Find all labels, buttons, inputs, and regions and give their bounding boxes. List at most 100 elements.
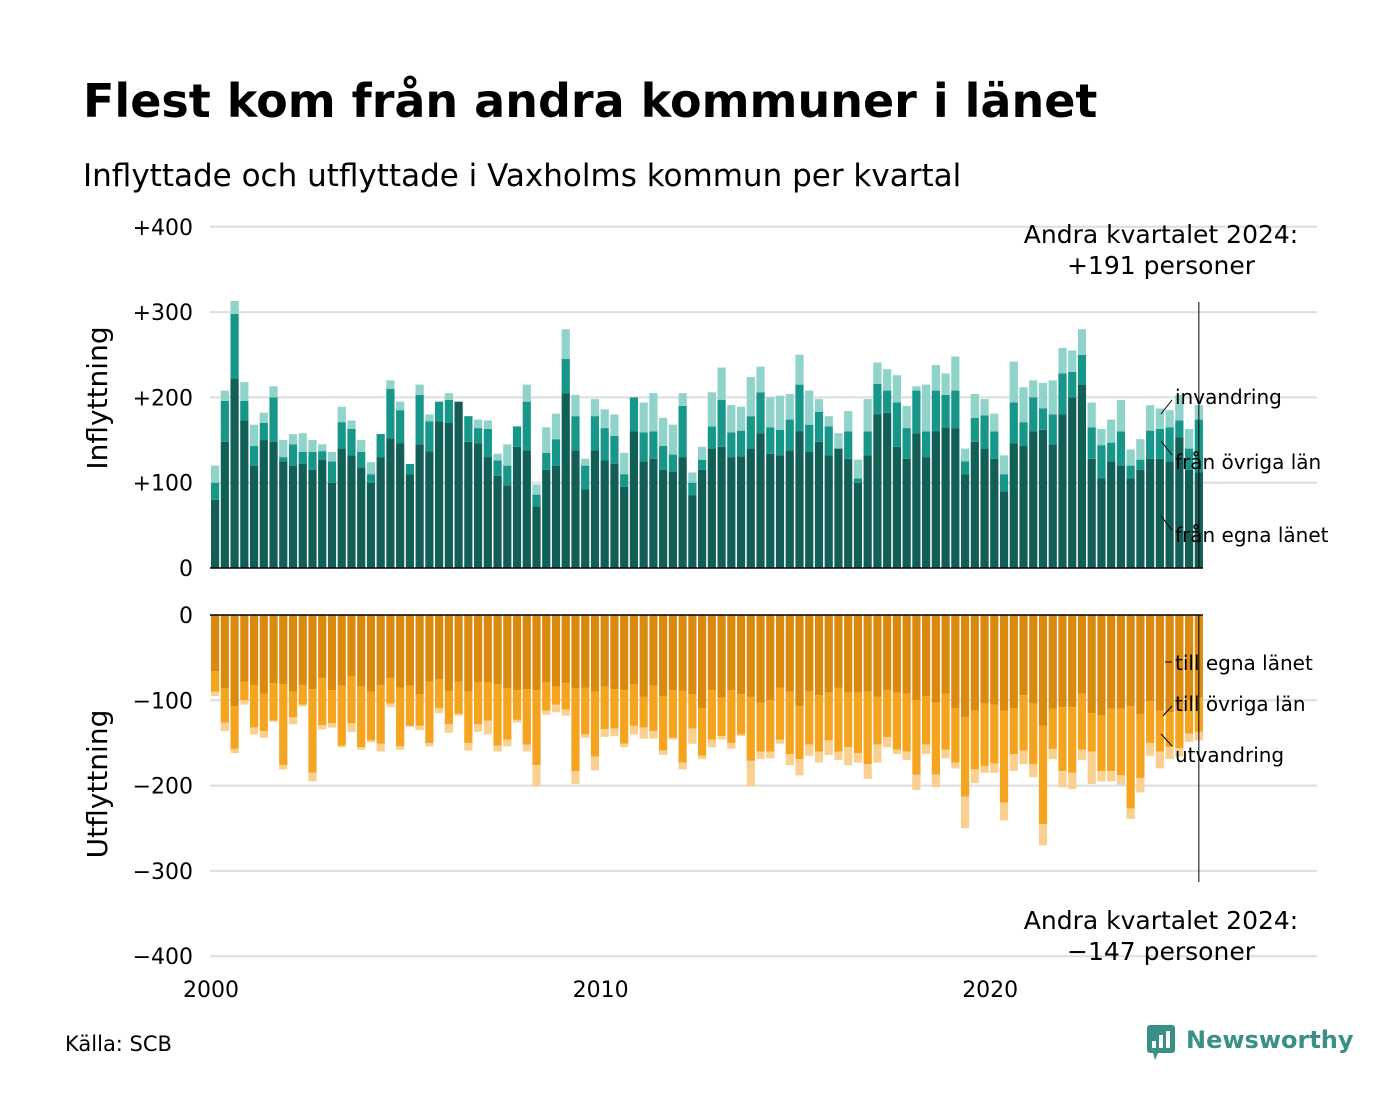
top-bar-own-county [435,421,444,568]
top-bar-other-counties [775,429,785,456]
top-bar-own-county [717,446,726,568]
top-bar-migration-abroad [1155,408,1164,429]
bottom-bar-migration-abroad [464,742,473,751]
top-bar-migration-abroad [863,399,872,432]
top-bar-migration-abroad [698,446,707,460]
segment-label-till-ovriga-lan: till övriga län [1175,692,1306,716]
top-bar-own-county [727,457,736,568]
top-bar-migration-abroad [220,390,229,401]
bottom-bar-other-counties [298,684,307,705]
top-bar-migration-abroad [1107,419,1116,443]
bottom-bar-own-county [1058,615,1067,708]
top-bar-other-counties [1126,465,1135,479]
top-bar-own-county [805,451,814,568]
bottom-bar-migration-abroad [288,717,298,725]
top-bar-migration-abroad [990,413,999,432]
top-bar-own-county [795,431,804,568]
top-bar-own-county [230,378,239,568]
top-bar-migration-abroad [756,366,765,393]
top-bar-own-county [980,448,989,568]
newsworthy-logo: Newsworthy [1147,1025,1354,1060]
bottom-bar-own-county [357,615,366,687]
x-tick-label: 2010 [573,978,629,1003]
top-bar-own-county [347,455,356,568]
bottom-bar-other-counties [249,684,259,728]
top-bar-other-counties [600,428,609,461]
bottom-bar-own-county [318,615,327,679]
top-bar-migration-abroad [902,405,911,429]
top-bar-own-county [756,433,765,568]
bottom-bar-own-county [1146,615,1155,702]
bottom-bar-migration-abroad [1175,748,1184,757]
top-bar-migration-abroad [396,401,405,411]
bottom-bar-migration-abroad [980,765,989,773]
bottom-bar-own-county [581,615,590,688]
bottom-bar-migration-abroad [698,755,707,760]
leader-utvandring [1160,733,1173,747]
bottom-bar-migration-abroad [279,765,288,770]
bottom-bar-migration-abroad [931,774,940,788]
bottom-bar-migration-abroad [756,751,765,760]
bottom-bar-migration-abroad [551,704,561,713]
top-bar-migration-abroad [1185,428,1194,449]
bottom-bar-own-county [707,615,716,691]
top-bar-migration-abroad [980,399,989,416]
bottom-bar-own-county [931,615,940,703]
top-bar-own-county [386,438,395,568]
bottom-bar-migration-abroad [814,751,824,763]
bottom-bar-migration-abroad [795,759,804,776]
bottom-bar-own-county [1107,615,1116,709]
bottom-bar-own-county [698,615,707,708]
top-bar-own-county [571,450,580,568]
bottom-bar-other-counties [951,707,960,763]
bottom-bar-other-counties [1009,707,1018,755]
leader-fran-ovriga-lan [1160,440,1173,456]
top-bar-migration-abroad [707,392,716,427]
top-bar-own-county [454,401,463,568]
bottom-bar-other-counties [512,690,522,720]
top-bar-own-county [590,450,600,568]
bottom-bar-migration-abroad [659,750,668,755]
top-bar-other-counties [717,399,726,447]
bottom-bar-own-county [785,615,794,692]
top-bar-other-counties [512,426,522,447]
bottom-bar-own-county [279,615,288,685]
top-bar-own-county [834,448,843,568]
top-bar-own-county [1068,397,1077,568]
bottom-bar-migration-abroad [1048,748,1057,760]
bottom-bar-other-counties [454,681,463,714]
bottom-bar-own-county [435,615,444,679]
top-bar-migration-abroad [240,382,249,401]
top-bar-other-counties [376,434,385,458]
top-bar-own-county [522,450,531,568]
top-bar-other-counties [386,388,395,439]
bottom-bar-other-counties [1019,695,1028,751]
bottom-bar-own-county [415,615,424,695]
top-y-tick-label: +400 [133,216,193,241]
top-bar-own-county [288,465,298,568]
top-bar-other-counties [844,431,853,459]
bottom-bar-other-counties [834,687,843,752]
bottom-bar-migration-abroad [240,700,249,705]
bottom-bar-own-county [795,615,804,707]
bottom-bar-migration-abroad [1068,772,1077,790]
top-bar-own-county [269,441,278,568]
bottom-bar-own-county [1029,615,1038,704]
leader-till-ovriga-lan [1162,705,1173,717]
top-bar-own-county [892,446,901,568]
bottom-bar-other-counties [629,684,639,726]
top-bar-migration-abroad [259,412,268,423]
top-bar-other-counties [785,419,794,451]
top-bar-migration-abroad [620,452,629,475]
top-bar-migration-abroad [639,402,648,433]
top-bar-migration-abroad [1116,399,1126,432]
top-bar-migration-abroad [775,395,785,430]
top-bar-other-counties [1146,430,1155,459]
top-bar-own-county [483,457,492,568]
top-bar-migration-abroad [1126,449,1135,466]
top-bar-migration-abroad [571,394,580,417]
top-bar-migration-abroad [912,386,921,391]
top-bar-migration-abroad [999,455,1009,475]
top-bar-other-counties [211,482,220,500]
